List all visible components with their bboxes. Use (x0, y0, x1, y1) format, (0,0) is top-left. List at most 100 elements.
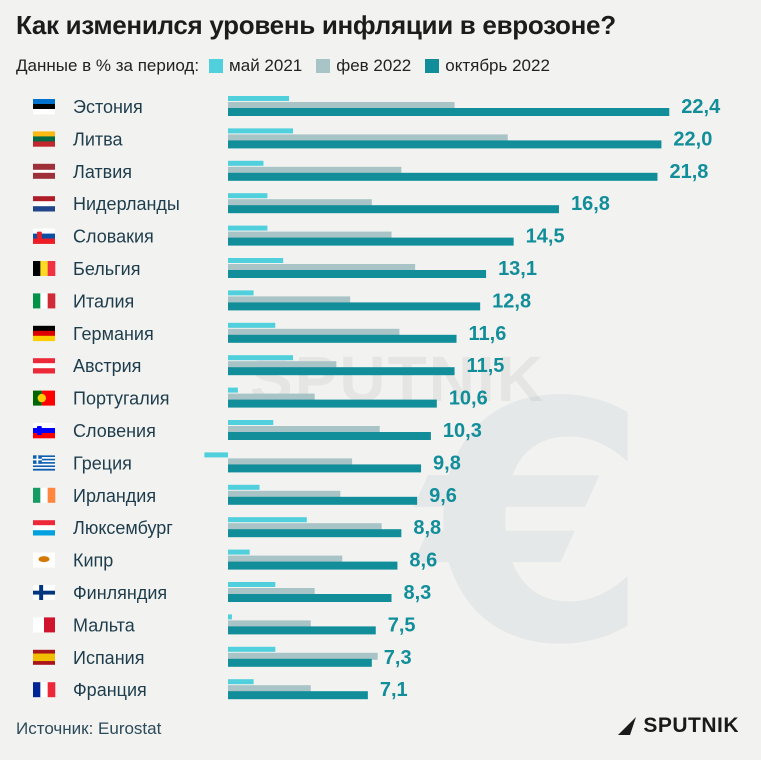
value-label: 7,1 (380, 679, 408, 701)
bar-latvia-0 (228, 160, 264, 166)
bar-france-0 (228, 679, 254, 685)
bar-estonia-0 (228, 96, 290, 101)
value-label: 8,3 (404, 582, 432, 604)
legend-lead: Данные в % за период: (16, 56, 200, 75)
flag-ireland-icon (33, 487, 56, 503)
bar-greece-2 (228, 464, 422, 473)
bar-luxembourg-0 (228, 517, 307, 523)
bar-netherlands-2 (228, 205, 559, 214)
flag-italy-icon (33, 293, 56, 309)
bar-cyprus-2 (228, 561, 398, 570)
source-note: Источник: Eurostat (16, 719, 162, 738)
value-label: 7,3 (384, 647, 412, 669)
legend: Данные в % за период: май 2021 фев 2022 … (16, 56, 564, 76)
value-label: 11,6 (469, 323, 507, 345)
value-label: 21,8 (669, 161, 708, 183)
bar-netherlands-1 (228, 199, 372, 207)
bar-spain-1 (228, 652, 378, 660)
flag-belgium-icon (33, 261, 56, 276)
flag-cyprus-icon (33, 552, 55, 568)
flag-latvia-icon (33, 163, 55, 179)
country-label: Финляндия (73, 583, 167, 603)
country-label: Латвия (73, 162, 132, 182)
country-label: Греция (73, 453, 132, 473)
country-label: Германия (73, 324, 154, 344)
bar-finland-1 (228, 588, 315, 595)
country-label: Франция (73, 680, 147, 700)
bar-italy-1 (228, 296, 351, 304)
bar-greece-1 (228, 458, 353, 466)
value-label: 9,6 (429, 485, 457, 507)
bar-ireland-2 (228, 496, 418, 505)
bar-finland-0 (228, 582, 276, 587)
sputnik-logo: SPUTNIK (616, 714, 739, 738)
bar-italy-0 (228, 290, 254, 296)
bar-austria-0 (228, 355, 294, 361)
bar-cyprus-0 (228, 549, 250, 555)
legend-label: фев 2022 (336, 56, 412, 75)
chart-title: Как изменился уровень инфляции в еврозон… (16, 10, 616, 40)
country-label: Ирландия (73, 486, 156, 506)
flag-austria-icon (33, 358, 55, 374)
country-label: Мальта (73, 615, 136, 635)
bar-belgium-2 (228, 270, 487, 278)
bar-austria-2 (228, 367, 455, 376)
bar-slovakia-1 (228, 231, 392, 239)
bar-finland-2 (228, 594, 392, 602)
bar-germany-1 (228, 328, 400, 336)
legend-swatch (316, 59, 331, 73)
value-label: 8,6 (409, 550, 437, 572)
bar-cyprus-1 (228, 555, 343, 563)
bar-estonia-1 (228, 102, 455, 109)
flag-portugal-icon (33, 390, 55, 406)
bar-spain-0 (228, 646, 276, 652)
bar-france-2 (228, 691, 368, 700)
sputnik-logo-icon (618, 717, 637, 735)
bar-netherlands-0 (228, 193, 268, 199)
country-label: Литва (73, 129, 123, 149)
country-label: Эстония (73, 97, 143, 117)
legend-item-may-2021: май 2021 (209, 56, 302, 76)
bar-slovenia-2 (228, 432, 431, 440)
bar-luxembourg-1 (228, 523, 382, 531)
flag-finland-icon (33, 585, 55, 600)
flag-slovakia-icon (33, 228, 55, 244)
legend-label: октябрь 2022 (445, 56, 550, 75)
bar-spain-2 (228, 658, 372, 667)
bar-greece-0 (204, 452, 228, 458)
country-label: Бельгия (73, 259, 140, 279)
bar-slovakia-0 (228, 225, 268, 231)
country-label: Люксембург (73, 518, 173, 538)
bar-belgium-0 (228, 258, 284, 263)
value-label: 10,6 (449, 388, 488, 410)
country-label: Италия (73, 291, 134, 311)
bar-lithuania-1 (228, 134, 508, 142)
flag-germany-icon (33, 325, 55, 342)
bar-latvia-1 (228, 166, 402, 174)
legend-swatch (425, 59, 440, 73)
flag-estonia-icon (33, 99, 55, 115)
legend-swatch (209, 59, 224, 73)
value-label: 16,8 (571, 193, 610, 215)
country-label: Португалия (73, 389, 170, 409)
flag-greece-icon (33, 455, 55, 471)
value-label: 14,5 (526, 226, 565, 248)
value-label: 8,8 (413, 517, 441, 539)
flag-france-icon (33, 682, 56, 698)
bar-france-1 (228, 685, 311, 693)
value-label: 12,8 (492, 290, 531, 312)
bar-malta-0 (228, 614, 232, 620)
bar-italy-2 (228, 302, 481, 311)
value-label: 11,5 (467, 355, 505, 377)
country-label: Испания (73, 648, 144, 668)
value-label: 13,1 (498, 258, 537, 280)
legend-item-feb-2022: фев 2022 (316, 56, 411, 76)
legend-label: май 2021 (229, 56, 303, 75)
value-label: 22,0 (673, 128, 712, 150)
country-label: Австрия (73, 356, 141, 376)
flag-netherlands-icon (33, 196, 55, 212)
bar-portugal-0 (228, 387, 238, 393)
flag-spain-icon (33, 649, 55, 665)
bar-estonia-2 (228, 108, 670, 116)
